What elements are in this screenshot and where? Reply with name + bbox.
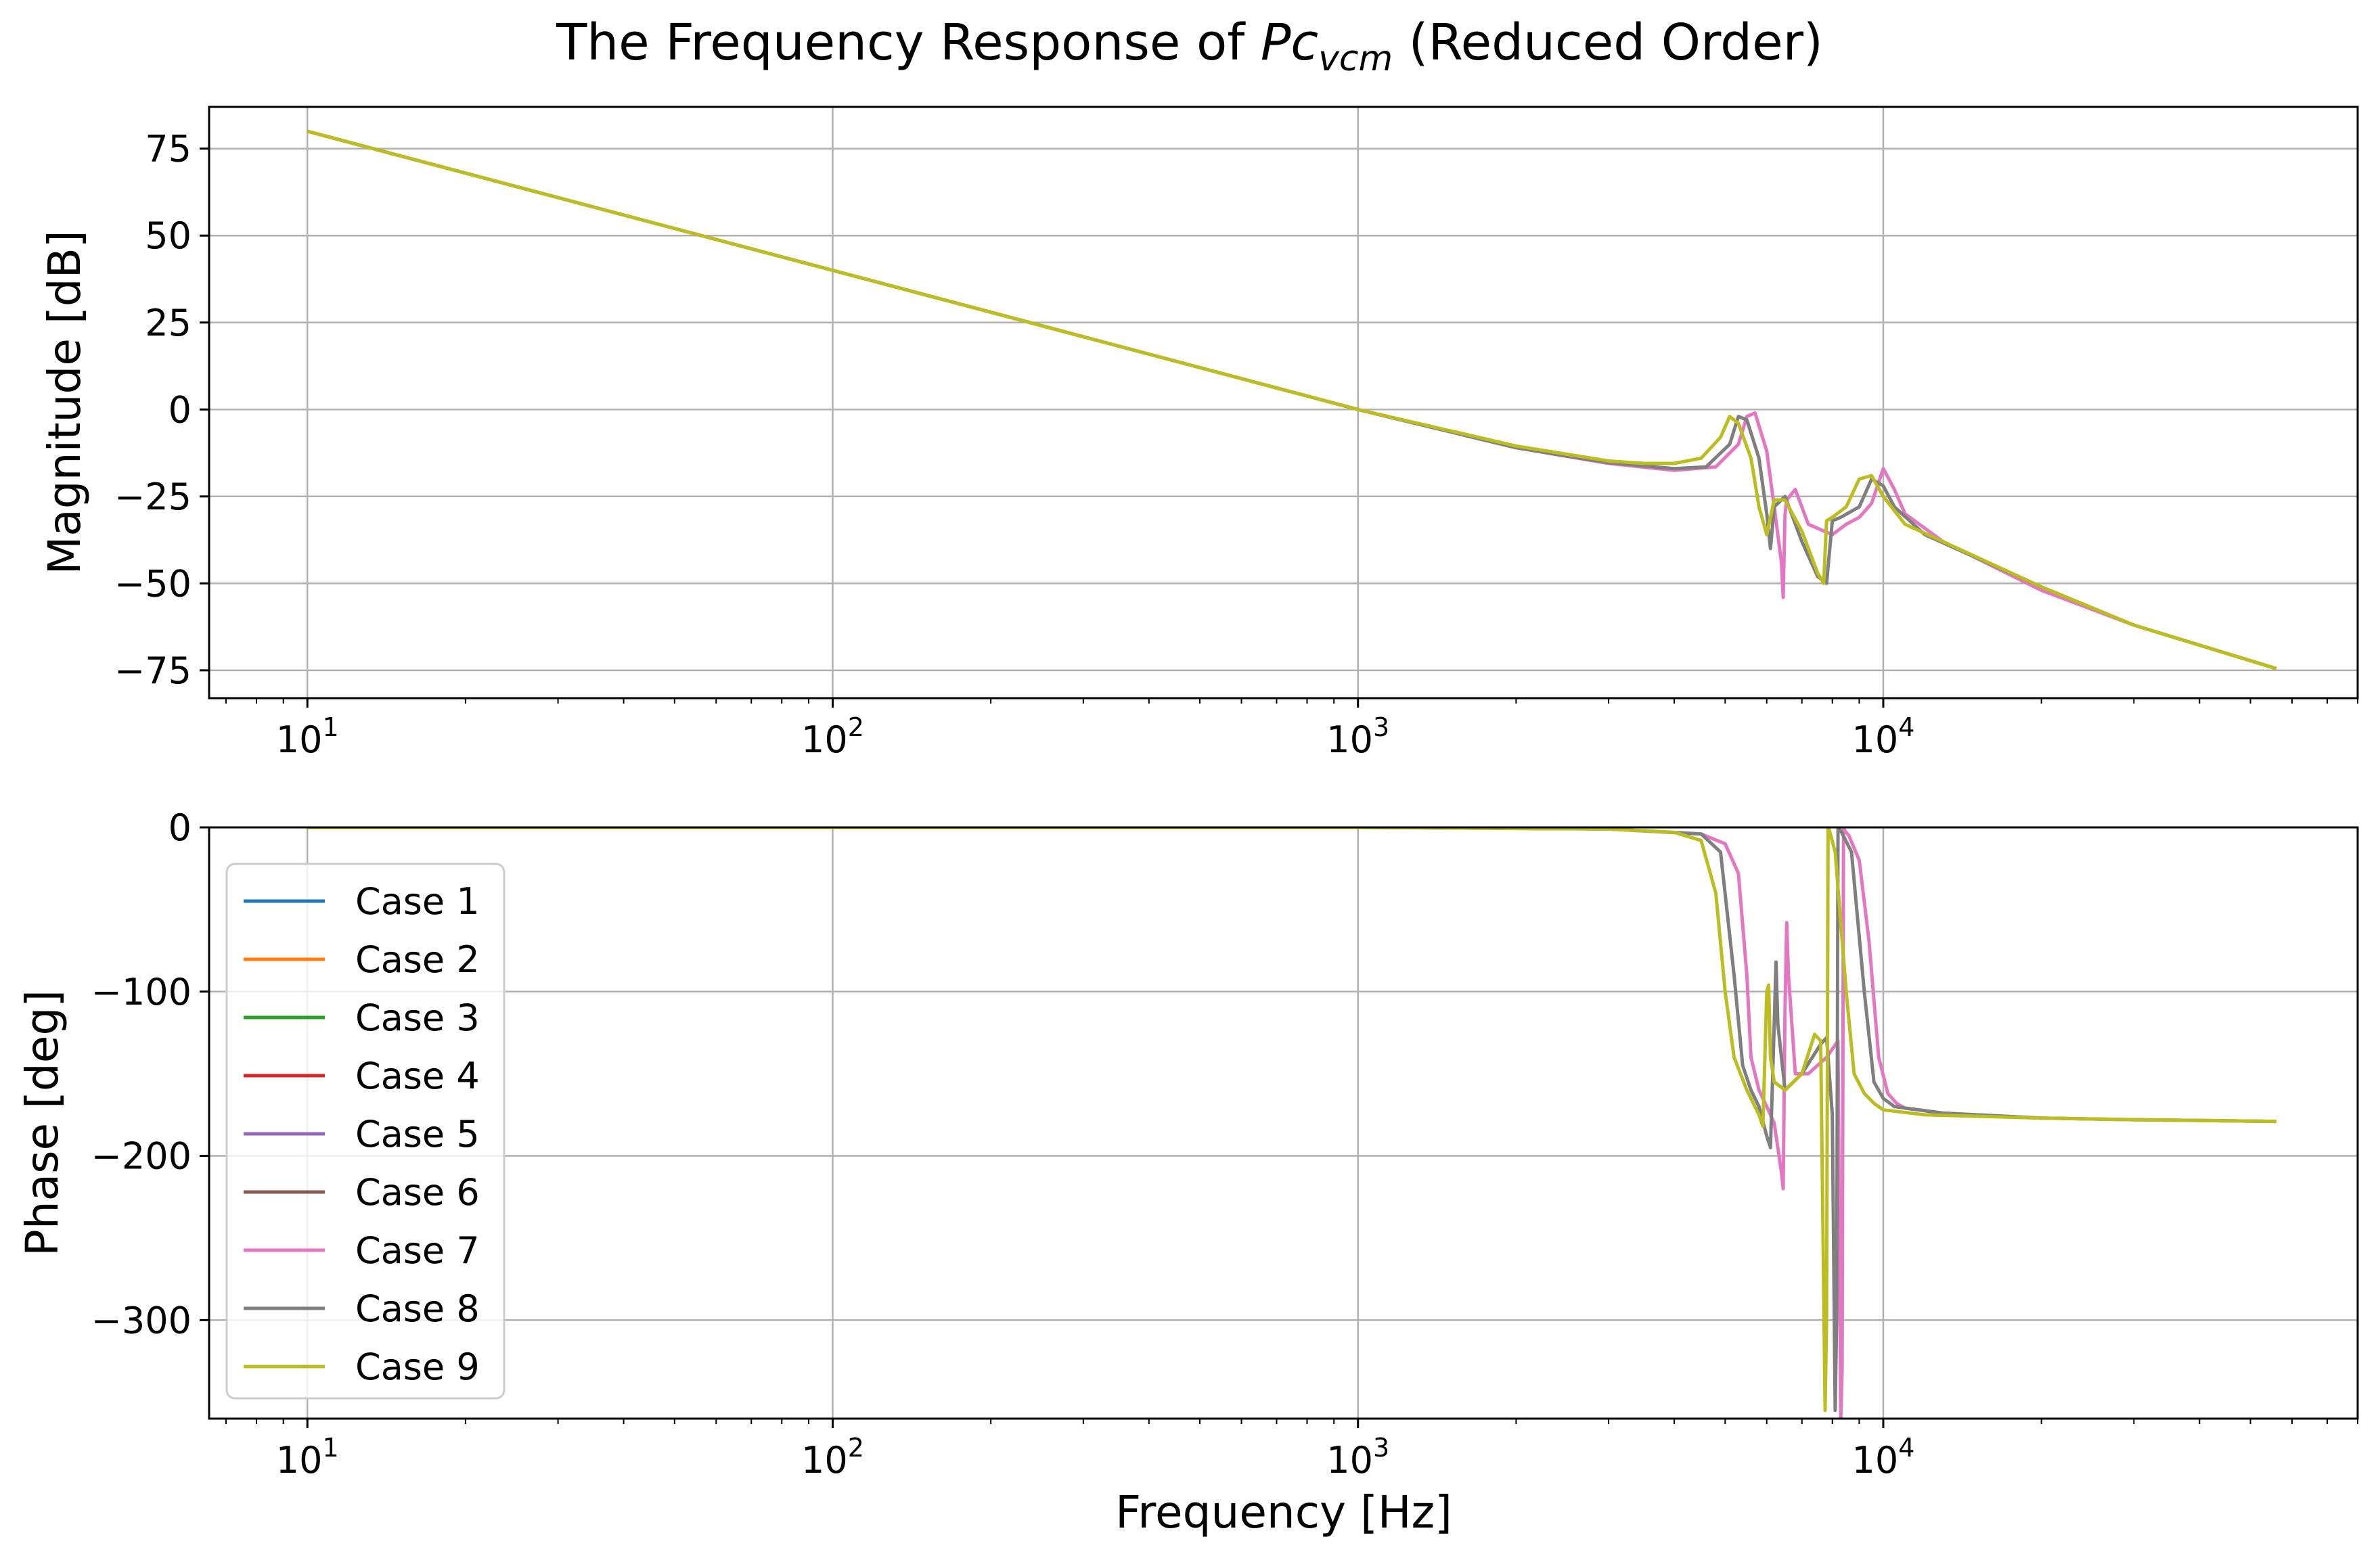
legend-item: Case 1 [244,880,480,923]
legend-box [225,863,506,1400]
phase-axes: 101 102 103 104 0 −100 −200 −300 [91,806,2358,1482]
magnitude-y-tick-label: 25 [145,302,192,344]
phase-y-tick-label: −200 [91,1135,192,1178]
legend-item: Case 7 [244,1229,480,1272]
phase-frame [208,826,2359,1420]
chart-title-suffix: (Reduced Order) [1393,14,1823,72]
legend-label: Case 1 [355,880,480,923]
legend-item: Case 9 [244,1346,480,1388]
legend-item: Case 4 [244,1055,480,1097]
legend-label: Case 5 [355,1113,480,1155]
legend-item: Case 5 [244,1113,480,1155]
magnitude-y-tick-label: 75 [145,128,192,170]
magnitude-x-tick-label: 104 [1852,712,1915,761]
legend-item: Case 8 [244,1287,480,1330]
magnitude-series-case-7 [307,129,2277,670]
magnitude-y-tick-label: −25 [114,476,192,518]
magnitude-y-tick-label: −50 [114,562,192,605]
magnitude-series-case-8 [307,129,2277,670]
x-axis-label: Frequency [Hz] [1115,1486,1452,1538]
phase-series-case-8 [307,827,2276,1413]
magnitude-axes: 101 102 103 104 75 50 25 0 −25 −50 −75 [114,128,2358,761]
phase-series-case-7 [307,827,2276,1419]
legend-label: Case 9 [355,1346,480,1388]
phase-grid [209,826,2358,1419]
magnitude-x-tick-label: 101 [276,712,339,761]
magnitude-y-tick-label: 0 [169,388,192,431]
phase-y-tick-label: 0 [169,806,192,849]
magnitude-y-tick-label: 50 [145,214,192,257]
phase-series-case-9 [307,827,2276,1413]
magnitude-y-tick-label: −75 [114,649,192,692]
chart-title-subscript: vcm [1318,39,1393,79]
chart-title-prefix: The Frequency Response of [556,14,1261,72]
magnitude-frame [208,106,2359,700]
magnitude-lines [307,129,2277,670]
legend-label: Case 7 [355,1229,480,1272]
magnitude-ylabel: Magnitude [dB] [39,230,91,574]
phase-y-tick-label: −300 [91,1299,192,1342]
legend: Case 1 Case 2 Case 3 Case 4 Case 5 Case 6 Case… [225,863,506,1400]
magnitude-grid [209,107,2358,698]
legend-label: Case 2 [355,938,480,981]
phase-x-tick-label: 104 [1852,1433,1915,1482]
phase-lines [307,827,2276,1419]
chart-title-symbol: Pc [1261,14,1318,72]
phase-ylabel: Phase [deg] [16,990,68,1256]
legend-item: Case 2 [244,938,480,981]
magnitude-x-tick-label: 103 [1326,712,1389,761]
phase-panel: 101 102 103 104 0 −100 −200 −300 Phase [deg] Ca… [16,806,2359,1482]
phase-x-tick-label: 103 [1326,1433,1389,1482]
chart-title: The Frequency Response of Pcvcm (Reduced… [556,14,1823,79]
legend-item: Case 6 [244,1171,480,1214]
magnitude-x-tick-label: 102 [801,712,864,761]
legend-label: Case 8 [355,1287,480,1330]
legend-label: Case 3 [355,996,480,1039]
phase-x-tick-label: 101 [276,1433,339,1482]
magnitude-panel: 101 102 103 104 75 50 25 0 −25 −50 −75 Magnitude [… [39,106,2359,761]
magnitude-series-case-9 [307,129,2277,670]
legend-item: Case 3 [244,996,480,1039]
legend-label: Case 4 [355,1055,480,1097]
phase-x-tick-label: 102 [801,1433,864,1482]
phase-y-tick-label: −100 [91,971,192,1013]
legend-label: Case 6 [355,1171,480,1214]
